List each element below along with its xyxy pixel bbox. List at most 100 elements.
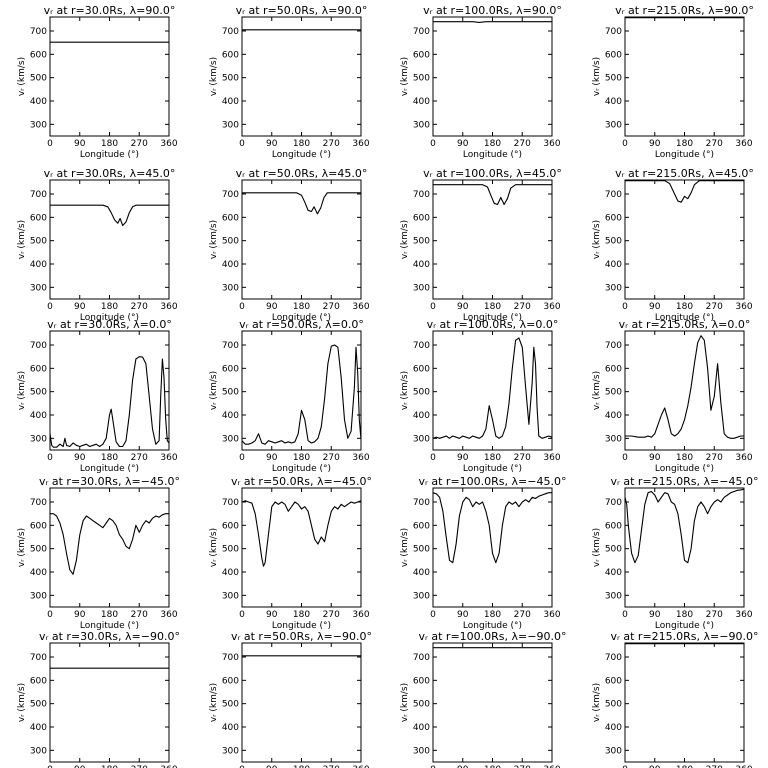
x-axis-label: Longitude (°) xyxy=(463,313,522,323)
y-tick-label: 300 xyxy=(222,746,239,756)
panel-title: vᵣ at r=215.0Rs, λ=0.0° xyxy=(619,318,751,331)
x-tick-label: 270 xyxy=(514,453,531,463)
x-tick-label: 360 xyxy=(735,302,752,312)
panel: vᵣ at r=100.0Rs, λ=−45.0° 0 90 180 270 360 300… xyxy=(400,475,566,631)
x-tick-label: 180 xyxy=(293,765,310,768)
x-tick-label: 180 xyxy=(484,302,501,312)
x-axis-label: Longitude (°) xyxy=(272,464,331,474)
y-tick-label: 300 xyxy=(222,434,239,444)
y-tick-label: 600 xyxy=(413,50,430,60)
y-axis-label: vᵣ (km/s) xyxy=(209,528,219,567)
y-tick-label: 600 xyxy=(30,364,47,374)
y-tick-label: 300 xyxy=(605,746,622,756)
x-tick-label: 0 xyxy=(622,765,628,768)
x-tick-label: 90 xyxy=(266,139,278,149)
y-tick-label: 600 xyxy=(413,521,430,531)
x-tick-label: 90 xyxy=(266,765,278,768)
series-line xyxy=(49,356,170,448)
x-tick-label: 270 xyxy=(131,302,148,312)
x-tick-label: 180 xyxy=(676,302,693,312)
y-tick-label: 700 xyxy=(30,27,47,37)
x-tick-label: 270 xyxy=(514,610,531,620)
panel: vᵣ at r=215.0Rs, λ=−45.0° 0 90 180 270 360 300… xyxy=(592,475,758,631)
y-tick-label: 600 xyxy=(30,521,47,531)
x-tick-label: 360 xyxy=(735,139,752,149)
panel: vᵣ at r=50.0Rs, λ=45.0° 0 90 180 270 360 300 40… xyxy=(209,167,370,323)
x-tick-label: 0 xyxy=(622,139,628,149)
y-axis-label: vᵣ (km/s) xyxy=(209,371,219,410)
x-tick-label: 0 xyxy=(47,302,53,312)
y-axis-label: vᵣ (km/s) xyxy=(209,220,219,259)
y-tick-label: 700 xyxy=(222,27,239,37)
y-axis-label: vᵣ (km/s) xyxy=(400,683,410,722)
panel-title: vᵣ at r=100.0Rs, λ=−45.0° xyxy=(419,475,567,488)
y-tick-label: 500 xyxy=(222,700,239,710)
y-axis-label: vᵣ (km/s) xyxy=(17,220,27,259)
y-tick-label: 500 xyxy=(30,74,47,84)
panel-title: vᵣ at r=50.0Rs, λ=45.0° xyxy=(236,167,368,180)
x-tick-label: 360 xyxy=(160,610,177,620)
x-tick-label: 270 xyxy=(323,302,340,312)
panel: vᵣ at r=50.0Rs, λ=−90.0° 0 90 180 270 360 300 4… xyxy=(209,630,372,768)
y-tick-label: 400 xyxy=(222,411,239,421)
x-tick-label: 0 xyxy=(47,453,53,463)
panel: vᵣ at r=30.0Rs, λ=−90.0° 0 90 180 270 360 300 4… xyxy=(17,630,180,768)
x-tick-label: 180 xyxy=(676,139,693,149)
x-tick-label: 0 xyxy=(430,302,436,312)
x-axis-label: Longitude (°) xyxy=(655,150,714,160)
y-tick-label: 500 xyxy=(413,74,430,84)
x-tick-label: 360 xyxy=(160,302,177,312)
x-tick-label: 360 xyxy=(160,765,177,768)
x-tick-label: 270 xyxy=(131,139,148,149)
y-tick-label: 400 xyxy=(30,723,47,733)
x-axis-label: Longitude (°) xyxy=(655,464,714,474)
x-tick-label: 90 xyxy=(74,302,86,312)
panel-title: vᵣ at r=215.0Rs, λ=90.0° xyxy=(615,4,754,17)
x-tick-label: 90 xyxy=(457,610,469,620)
y-tick-label: 300 xyxy=(413,591,430,601)
series-line xyxy=(242,192,361,215)
series-line xyxy=(625,335,744,439)
x-axis-label: Longitude (°) xyxy=(655,621,714,631)
y-tick-label: 500 xyxy=(413,388,430,398)
y-tick-label: 400 xyxy=(605,723,622,733)
x-tick-label: 360 xyxy=(352,765,369,768)
panel: vᵣ at r=215.0Rs, λ=90.0° 0 90 180 270 360 300 4… xyxy=(592,4,754,160)
y-axis-label: vᵣ (km/s) xyxy=(592,57,602,96)
y-tick-label: 700 xyxy=(30,341,47,351)
x-tick-label: 0 xyxy=(622,453,628,463)
x-tick-label: 180 xyxy=(293,453,310,463)
x-axis-label: Longitude (°) xyxy=(272,313,331,323)
x-tick-label: 90 xyxy=(649,453,661,463)
y-tick-label: 500 xyxy=(30,388,47,398)
x-tick-label: 0 xyxy=(622,302,628,312)
x-tick-label: 0 xyxy=(239,139,245,149)
y-axis-label: vᵣ (km/s) xyxy=(592,220,602,259)
y-axis-label: vᵣ (km/s) xyxy=(209,683,219,722)
y-tick-label: 300 xyxy=(30,434,47,444)
x-axis-label: Longitude (°) xyxy=(463,464,522,474)
y-tick-label: 400 xyxy=(413,568,430,578)
y-tick-label: 700 xyxy=(222,653,239,663)
panel-title: vᵣ at r=100.0Rs, λ=90.0° xyxy=(423,4,562,17)
x-axis-label: Longitude (°) xyxy=(80,464,139,474)
y-tick-label: 600 xyxy=(222,213,239,223)
panel: vᵣ at r=30.0Rs, λ=45.0° 0 90 180 270 360 300 40… xyxy=(17,167,178,323)
panel-title: vᵣ at r=30.0Rs, λ=90.0° xyxy=(44,4,176,17)
x-tick-label: 0 xyxy=(239,610,245,620)
y-tick-label: 400 xyxy=(30,568,47,578)
panel-title: vᵣ at r=50.0Rs, λ=−45.0° xyxy=(231,475,372,488)
x-tick-label: 90 xyxy=(649,610,661,620)
y-tick-label: 700 xyxy=(30,653,47,663)
y-axis-label: vᵣ (km/s) xyxy=(400,220,410,259)
y-axis-label: vᵣ (km/s) xyxy=(400,371,410,410)
y-tick-label: 500 xyxy=(605,700,622,710)
y-tick-label: 300 xyxy=(413,120,430,130)
panel-title: vᵣ at r=50.0Rs, λ=0.0° xyxy=(239,318,364,331)
x-tick-label: 270 xyxy=(323,610,340,620)
x-tick-label: 0 xyxy=(622,610,628,620)
x-tick-label: 270 xyxy=(706,765,723,768)
y-tick-label: 600 xyxy=(413,676,430,686)
panel: vᵣ at r=30.0Rs, λ=0.0° 0 90 180 270 360 300 400… xyxy=(17,318,178,474)
y-tick-label: 500 xyxy=(222,388,239,398)
